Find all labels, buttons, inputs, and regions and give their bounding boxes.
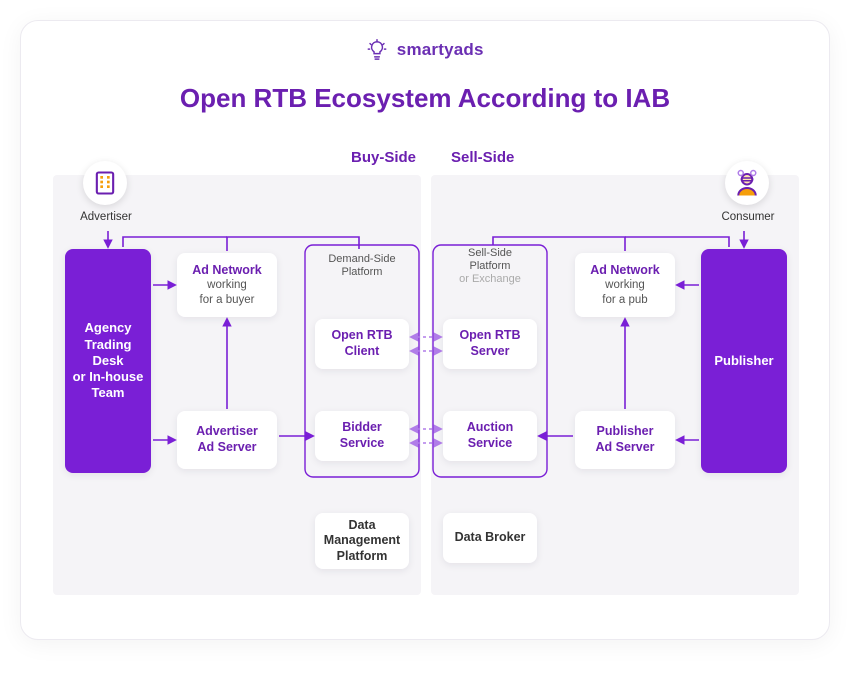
t: Client — [345, 344, 380, 360]
brand-name: smartyads — [397, 40, 484, 60]
t: Ad Server — [197, 440, 256, 456]
t: Agency — [85, 320, 132, 336]
t: Data — [348, 518, 375, 534]
data-broker-node: Data Broker — [443, 513, 537, 563]
t: working — [207, 278, 247, 292]
t: Ad Network — [192, 263, 261, 279]
advertiser-icon — [83, 161, 127, 205]
t: for a buyer — [200, 293, 255, 307]
t: Auction — [467, 420, 514, 436]
ssp-line1: Sell-Side — [468, 247, 512, 259]
ad-network-buyer-node: Ad Network working for a buyer — [177, 253, 277, 317]
dsp-group-label: Demand-Side Platform — [317, 253, 407, 279]
t: Trading Desk — [71, 337, 145, 370]
open-rtb-client-node: Open RTB Client — [315, 319, 409, 369]
dsp-line2: Platform — [342, 266, 383, 278]
t: working — [605, 278, 645, 292]
agency-node: Agency Trading Desk or In-house Team — [65, 249, 151, 473]
dsp-line1: Demand-Side — [328, 253, 395, 265]
ssp-line2: Platform — [470, 260, 511, 272]
diagram-card: smartyads Open RTB Ecosystem According t… — [20, 20, 830, 640]
person-icon — [732, 168, 762, 198]
t: Service — [340, 436, 384, 452]
building-icon — [91, 169, 119, 197]
t: Open RTB — [459, 328, 520, 344]
t: or In-house — [73, 369, 144, 385]
lightbulb-icon — [366, 39, 388, 61]
open-rtb-server-node: Open RTB Server — [443, 319, 537, 369]
ssp-line3: or Exchange — [459, 273, 521, 285]
consumer-label: Consumer — [713, 211, 783, 223]
advertiser-ad-server-node: Advertiser Ad Server — [177, 411, 277, 469]
consumer-icon — [725, 161, 769, 205]
t: Advertiser — [196, 424, 258, 440]
t: Server — [471, 344, 510, 360]
t: Publisher — [714, 353, 773, 369]
t: Management — [324, 533, 400, 549]
dmp-node: Data Management Platform — [315, 513, 409, 569]
auction-service-node: Auction Service — [443, 411, 537, 461]
page-title: Open RTB Ecosystem According to IAB — [21, 83, 829, 114]
t: Ad Network — [590, 263, 659, 279]
t: Team — [92, 385, 125, 401]
ad-network-pub-node: Ad Network working for a pub — [575, 253, 675, 317]
buy-side-label: Buy-Side — [351, 149, 416, 166]
t: for a pub — [602, 293, 647, 307]
publisher-ad-server-node: Publisher Ad Server — [575, 411, 675, 469]
t: Open RTB — [331, 328, 392, 344]
t: Bidder — [342, 420, 382, 436]
t: Platform — [337, 549, 388, 565]
advertiser-label: Advertiser — [71, 211, 141, 223]
t: Ad Server — [595, 440, 654, 456]
t: Data Broker — [455, 530, 526, 546]
sell-side-label: Sell-Side — [451, 149, 514, 166]
t: Publisher — [597, 424, 654, 440]
ssp-group-label: Sell-Side Platform or Exchange — [445, 247, 535, 287]
publisher-node: Publisher — [701, 249, 787, 473]
brand-logo: smartyads — [21, 39, 829, 61]
t: Service — [468, 436, 512, 452]
bidder-service-node: Bidder Service — [315, 411, 409, 461]
